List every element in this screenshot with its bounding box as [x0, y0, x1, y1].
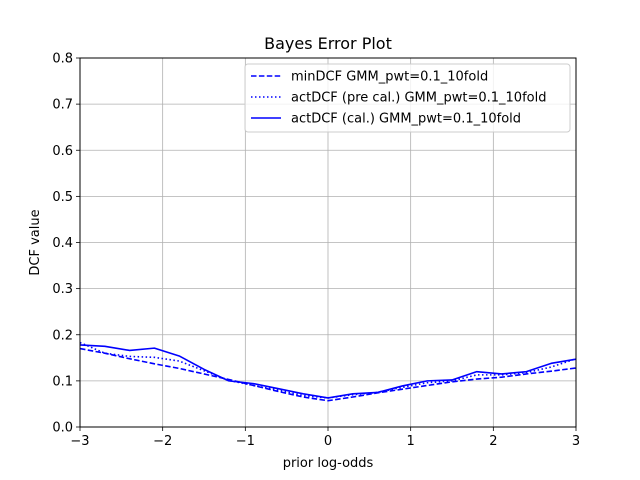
- x-tick-label: 0: [324, 434, 332, 449]
- legend-label: actDCF (pre cal.) GMM_pwt=0.1_10fold: [291, 91, 546, 106]
- legend-items: minDCF GMM_pwt=0.1_10fold actDCF (pre cal…: [251, 70, 546, 127]
- series-line-dashed: [79, 347, 577, 402]
- y-tick-label: 0.6: [52, 144, 73, 159]
- x-tick-label: 3: [572, 434, 580, 449]
- series-line-dotted: [79, 341, 577, 399]
- y-axis-label: DCF value: [28, 209, 43, 275]
- legend-label: actDCF (cal.) GMM_pwt=0.1_10fold: [291, 112, 521, 127]
- x-tick-label: −3: [70, 434, 89, 449]
- y-tick-label: 0.7: [52, 98, 73, 113]
- x-tick-label: 2: [489, 434, 497, 449]
- y-tick-label: 0.1: [52, 374, 73, 389]
- axis-ticks: −3 −2 −1 0 1 2 3 0.0 0.1 0.2 0.3 0.4 0.5 0.6 0.7 0.8: [52, 52, 580, 450]
- legend-label: minDCF GMM_pwt=0.1_10fold: [291, 70, 488, 85]
- y-tick-label: 0.2: [52, 328, 73, 343]
- y-tick-label: 0.0: [52, 421, 73, 436]
- y-tick-label: 0.3: [52, 282, 73, 297]
- x-tick-label: −2: [153, 434, 172, 449]
- y-tick-label: 0.5: [52, 190, 73, 205]
- series-layer: [79, 341, 577, 402]
- legend-box: [244, 63, 571, 133]
- chart-title: Bayes Error Plot: [264, 34, 392, 53]
- x-axis-label: prior log-odds: [283, 456, 374, 471]
- series-line-solid: [79, 344, 577, 399]
- y-tick-label: 0.8: [52, 52, 73, 67]
- x-tick-label: −1: [236, 434, 255, 449]
- x-tick-label: 1: [407, 434, 415, 449]
- legend: minDCF GMM_pwt=0.1_10fold actDCF (pre cal…: [244, 63, 571, 133]
- y-tick-label: 0.4: [52, 236, 73, 251]
